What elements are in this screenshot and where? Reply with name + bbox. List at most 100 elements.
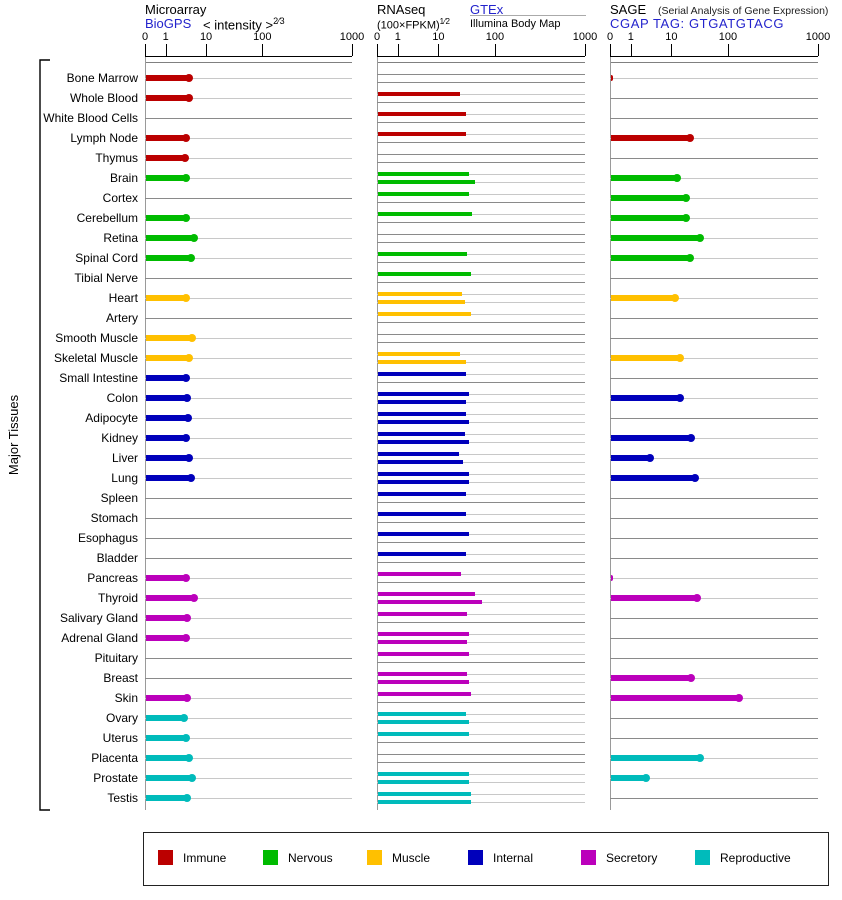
expression-bar[interactable] bbox=[378, 640, 468, 644]
expression-bar[interactable] bbox=[146, 694, 191, 702]
expression-bar[interactable] bbox=[611, 234, 704, 242]
expression-bar[interactable] bbox=[146, 614, 191, 622]
expression-bar[interactable] bbox=[378, 300, 465, 304]
biogps-link[interactable]: BioGPS bbox=[145, 16, 192, 31]
expression-bar[interactable] bbox=[611, 354, 685, 362]
expression-bar[interactable] bbox=[611, 694, 743, 702]
expression-bar[interactable] bbox=[146, 394, 191, 402]
expression-bar[interactable] bbox=[378, 592, 475, 596]
expression-bar[interactable] bbox=[611, 594, 702, 602]
expression-bar[interactable] bbox=[146, 154, 190, 162]
expression-bar[interactable] bbox=[378, 412, 467, 416]
expression-bar[interactable] bbox=[378, 600, 482, 604]
expression-bar[interactable] bbox=[378, 192, 469, 196]
expression-bar[interactable] bbox=[378, 792, 471, 796]
expression-bar[interactable] bbox=[146, 374, 190, 382]
expression-bar[interactable] bbox=[378, 272, 471, 276]
expression-bar[interactable] bbox=[378, 780, 470, 784]
expression-bar[interactable] bbox=[146, 334, 196, 342]
expression-bar[interactable] bbox=[146, 474, 196, 482]
expression-bar[interactable] bbox=[146, 294, 190, 302]
expression-bar[interactable] bbox=[146, 574, 190, 582]
expression-bar[interactable] bbox=[611, 434, 695, 442]
expression-bar[interactable] bbox=[378, 452, 459, 456]
expression-bar[interactable] bbox=[146, 254, 196, 262]
expression-bar[interactable] bbox=[146, 794, 191, 802]
expression-bar[interactable] bbox=[378, 312, 471, 316]
expression-bar[interactable] bbox=[378, 692, 471, 696]
expression-bar[interactable] bbox=[378, 252, 468, 256]
expression-bar[interactable] bbox=[378, 400, 467, 404]
expression-bar[interactable] bbox=[611, 575, 613, 581]
expression-bar[interactable] bbox=[146, 434, 190, 442]
expression-bar[interactable] bbox=[146, 774, 196, 782]
expression-bar[interactable] bbox=[378, 532, 469, 536]
expression-bar[interactable] bbox=[611, 774, 650, 782]
expression-bar[interactable] bbox=[378, 360, 466, 364]
expression-bar[interactable] bbox=[378, 440, 470, 444]
expression-bar[interactable] bbox=[378, 432, 465, 436]
expression-bar[interactable] bbox=[378, 612, 468, 616]
expression-bar[interactable] bbox=[611, 194, 691, 202]
expression-bar[interactable] bbox=[378, 92, 460, 96]
expression-bar[interactable] bbox=[378, 492, 467, 496]
cgap-tag-link[interactable]: CGAP TAG: GTGATGTACG bbox=[610, 16, 785, 31]
expression-bar[interactable] bbox=[146, 94, 193, 102]
expression-bar[interactable] bbox=[146, 754, 193, 762]
expression-bar[interactable] bbox=[611, 474, 699, 482]
expression-bar[interactable] bbox=[378, 480, 470, 484]
expression-bar[interactable] bbox=[611, 294, 679, 302]
x-axis-tick bbox=[165, 44, 167, 56]
expression-bar[interactable] bbox=[378, 712, 467, 716]
row-baseline bbox=[377, 282, 585, 283]
expression-bar[interactable] bbox=[611, 75, 613, 81]
gtex-link[interactable]: GTEx bbox=[470, 2, 504, 17]
expression-bar[interactable] bbox=[378, 512, 467, 516]
expression-bar[interactable] bbox=[146, 174, 190, 182]
expression-bar[interactable] bbox=[378, 372, 466, 376]
row-baseline bbox=[377, 434, 585, 435]
expression-bar[interactable] bbox=[378, 672, 468, 676]
expression-bar[interactable] bbox=[378, 352, 460, 356]
expression-bar[interactable] bbox=[378, 680, 469, 684]
expression-bar[interactable] bbox=[146, 414, 193, 422]
expression-bar[interactable] bbox=[146, 354, 193, 362]
expression-bar[interactable] bbox=[378, 172, 469, 176]
expression-bar[interactable] bbox=[378, 460, 463, 464]
expression-bar[interactable] bbox=[378, 552, 467, 556]
expression-bar[interactable] bbox=[146, 74, 193, 82]
expression-bar[interactable] bbox=[378, 212, 472, 216]
expression-bar[interactable] bbox=[611, 454, 655, 462]
expression-bar[interactable] bbox=[146, 594, 198, 602]
expression-bar[interactable] bbox=[611, 214, 691, 222]
expression-bar[interactable] bbox=[378, 800, 471, 804]
expression-bar[interactable] bbox=[146, 634, 190, 642]
expression-bar[interactable] bbox=[146, 734, 190, 742]
expression-bar[interactable] bbox=[378, 772, 469, 776]
expression-bar[interactable] bbox=[378, 180, 475, 184]
expression-bar[interactable] bbox=[611, 394, 685, 402]
expression-bar[interactable] bbox=[146, 714, 188, 722]
expression-bar[interactable] bbox=[378, 720, 470, 724]
expression-bar[interactable] bbox=[378, 572, 461, 576]
expression-bar[interactable] bbox=[378, 420, 470, 424]
expression-bar[interactable] bbox=[378, 132, 467, 136]
expression-bar[interactable] bbox=[146, 214, 190, 222]
expression-bar[interactable] bbox=[611, 754, 704, 762]
expression-bar[interactable] bbox=[378, 472, 470, 476]
expression-bar[interactable] bbox=[378, 112, 467, 116]
expression-bar[interactable] bbox=[378, 392, 469, 396]
expression-bar[interactable] bbox=[146, 454, 193, 462]
row-baseline bbox=[377, 74, 585, 75]
expression-bar[interactable] bbox=[611, 674, 695, 682]
expression-bar[interactable] bbox=[146, 134, 190, 142]
expression-bar[interactable] bbox=[611, 254, 694, 262]
expression-bar[interactable] bbox=[378, 632, 469, 636]
legend-swatch-immune bbox=[158, 850, 173, 865]
expression-bar[interactable] bbox=[611, 174, 681, 182]
expression-bar[interactable] bbox=[146, 234, 198, 242]
expression-bar[interactable] bbox=[611, 134, 694, 142]
expression-bar[interactable] bbox=[378, 292, 462, 296]
expression-bar[interactable] bbox=[378, 732, 470, 736]
expression-bar[interactable] bbox=[378, 652, 470, 656]
